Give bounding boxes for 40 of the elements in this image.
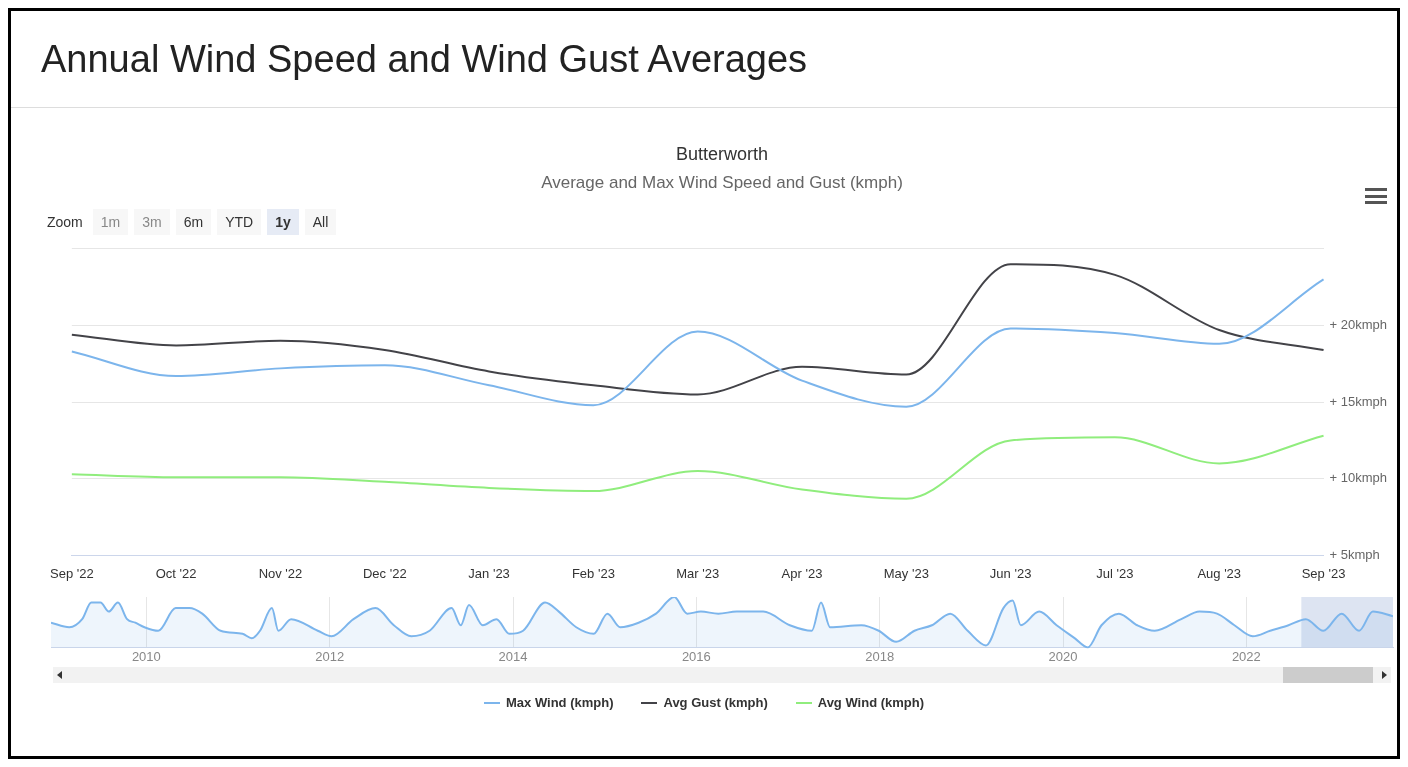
x-tick-label: Apr '23	[781, 565, 823, 581]
chart-subtitle: Average and Max Wind Speed and Gust (kmph)	[540, 173, 904, 193]
chart-title: Butterworth	[674, 144, 769, 165]
text: 1m	[92, 209, 129, 235]
line-series	[70, 434, 1325, 500]
text: YTD	[217, 209, 262, 235]
x-tick-label: 2020	[1048, 648, 1078, 664]
text: 6m	[175, 209, 212, 235]
text: All	[304, 209, 337, 235]
x-tick-label: 2016	[681, 648, 711, 664]
text: 1y	[267, 209, 299, 235]
y-tick-label: + 10kmph	[1329, 470, 1387, 486]
x-tick-label: Nov '22	[258, 565, 303, 581]
text: Annual Wind Speed and Wind Gust Averages	[11, 11, 1397, 108]
line-series	[70, 278, 1325, 408]
x-tick-label: May '23	[883, 565, 929, 581]
legend-label: Avg Wind (kmph)	[817, 695, 925, 710]
x-tick-label: Feb '23	[571, 565, 615, 581]
legend-label: Avg Gust (kmph)	[663, 695, 768, 710]
x-tick-label: 2018	[865, 648, 895, 664]
legend-label: Max Wind (kmph)	[505, 695, 614, 710]
x-tick-label: Mar '23	[676, 565, 720, 581]
y-tick-label: + 15kmph	[1329, 393, 1387, 409]
y-tick-label: + 20kmph	[1329, 317, 1387, 333]
x-tick-label: Sep '23	[1301, 565, 1346, 581]
x-tick-label: Jul '23	[1096, 565, 1134, 581]
text: 3m	[134, 209, 170, 235]
x-tick-label: 2014	[498, 648, 528, 664]
x-tick-label: Oct '22	[155, 565, 197, 581]
x-tick-label: 2022	[1231, 648, 1261, 664]
x-tick-label: 2010	[131, 648, 161, 664]
x-tick-label: Jun '23	[989, 565, 1032, 581]
x-tick-label: Aug '23	[1197, 565, 1242, 581]
y-tick-label: + 5kmph	[1329, 546, 1380, 562]
x-tick-label: Dec '22	[362, 565, 407, 581]
text: Zoom	[47, 213, 84, 232]
x-tick-label: Jan '23	[468, 565, 510, 581]
x-tick-label: 2012	[315, 648, 345, 664]
line-series	[70, 263, 1325, 396]
x-tick-label: Sep '22	[50, 565, 94, 581]
